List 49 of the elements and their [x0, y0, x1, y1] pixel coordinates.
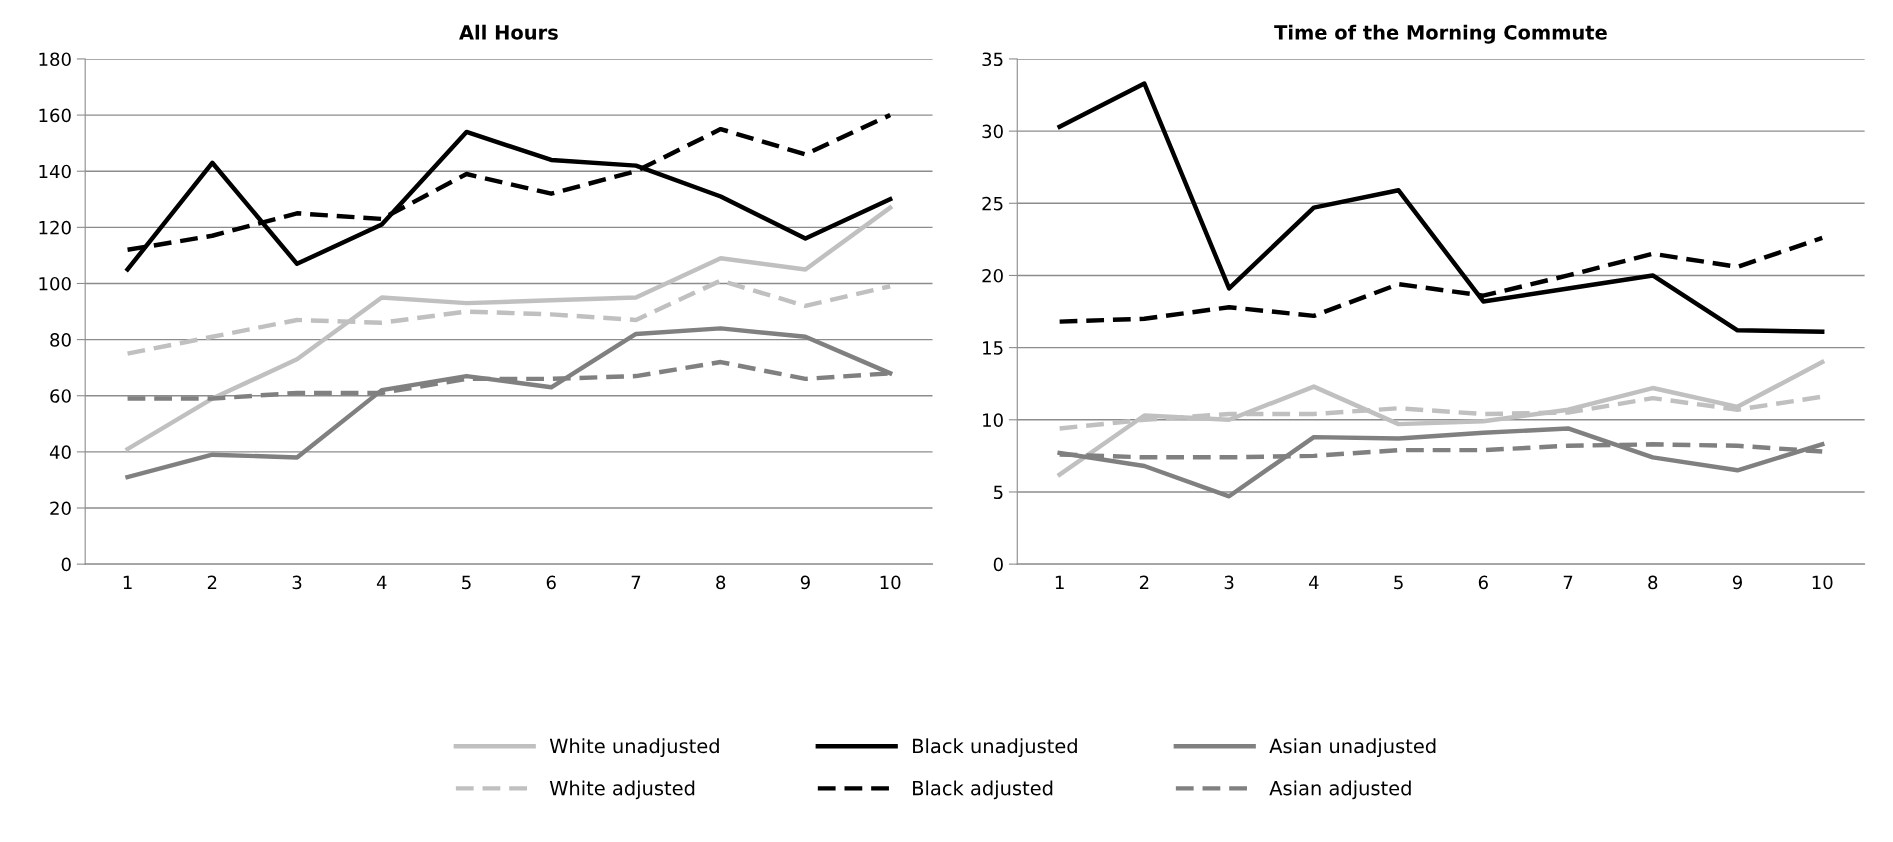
y-tick-label: 15	[983, 341, 1003, 355]
legend-label: White adjusted	[549, 780, 695, 800]
x-tick-label: 2	[207, 575, 217, 589]
x-tick-label: 4	[376, 575, 387, 589]
x-tick-label: 1	[1055, 575, 1064, 589]
x-tick-label: 5	[462, 575, 471, 590]
line-series	[1057, 359, 1825, 477]
legend-label: Asian unadjusted	[1269, 738, 1436, 758]
x-tick-label: 5	[1394, 575, 1403, 590]
x-tick-label: 7	[631, 575, 641, 589]
line-series	[1057, 81, 1825, 334]
y-tick-label: 30	[982, 124, 1003, 139]
line-series	[125, 205, 893, 452]
x-tick-label: 9	[1732, 575, 1742, 590]
x-tick-label: 6	[546, 575, 556, 590]
y-tick-label: 140	[39, 164, 71, 179]
y-tick-label: 160	[39, 108, 71, 123]
y-tick-label: 20	[982, 268, 1003, 283]
x-tick-label: 7	[1563, 575, 1573, 589]
y-tick-label: 40	[49, 445, 71, 459]
legend-label: White unadjusted	[549, 738, 719, 758]
y-tick-label: 80	[50, 333, 71, 347]
legend-label: Black unadjusted	[913, 738, 1077, 758]
y-tick-label: 5	[993, 485, 1003, 500]
x-tick-label: 6	[1478, 575, 1488, 590]
x-tick-label: 3	[1224, 575, 1234, 590]
y-tick-label: 0	[61, 557, 71, 572]
x-tick-label: 10	[1812, 575, 1833, 590]
y-tick-label: 20	[50, 501, 71, 516]
chart-title: All Hours	[459, 24, 558, 40]
y-tick-label: 25	[982, 196, 1003, 211]
y-tick-label: 180	[39, 52, 71, 67]
x-tick-label: 9	[800, 575, 810, 590]
x-tick-label: 8	[1648, 575, 1658, 590]
y-tick-label: 120	[39, 220, 71, 235]
x-tick-label: 3	[292, 575, 302, 590]
legend-label: Asian adjusted	[1269, 780, 1411, 800]
x-tick-label: 8	[716, 575, 726, 590]
chart-title: Time of the Morning Commute	[1274, 24, 1607, 44]
x-tick-label: 10	[880, 575, 901, 590]
y-tick-label: 60	[50, 389, 71, 403]
y-tick-label: 100	[39, 276, 71, 291]
x-tick-label: 4	[1308, 575, 1319, 589]
legend-label: Black adjusted	[913, 780, 1053, 800]
y-tick-label: 10	[983, 413, 1003, 427]
x-tick-label: 2	[1139, 575, 1149, 589]
y-tick-label: 35	[982, 52, 1003, 67]
x-tick-label: 1	[123, 575, 132, 589]
y-tick-label: 0	[993, 557, 1003, 572]
